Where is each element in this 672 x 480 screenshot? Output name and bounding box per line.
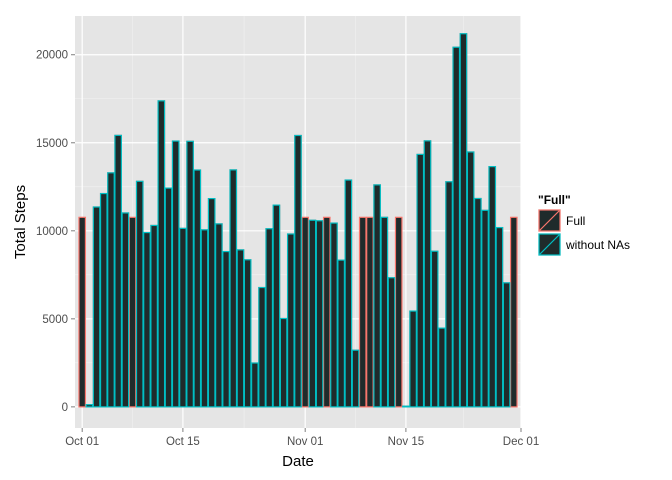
bar-full	[322, 216, 331, 408]
bar-full	[366, 216, 374, 408]
bar-without-nas	[402, 405, 410, 408]
bar-without-nas	[215, 223, 223, 408]
bar-without-nas	[265, 228, 274, 408]
legend-key-full-slash	[538, 209, 561, 232]
bar-without-nas	[222, 250, 230, 408]
bar-without-nas	[466, 151, 475, 408]
y-axis-title: Total Steps	[12, 185, 29, 259]
bar-without-nas	[308, 219, 317, 408]
bar-full	[509, 216, 518, 408]
bar-without-nas	[164, 187, 173, 408]
bar-without-nas	[236, 249, 245, 408]
bar-without-nas	[286, 233, 295, 408]
x-tick-label: Nov 15	[388, 436, 424, 448]
bar-without-nas	[438, 327, 446, 408]
y-tick-label: 15000	[36, 138, 68, 150]
y-tick-label: 10000	[36, 226, 68, 238]
bar-without-nas	[99, 192, 108, 408]
bar-without-nas	[315, 220, 324, 408]
bar-full	[358, 216, 367, 408]
bar-without-nas	[380, 216, 389, 408]
bar-full	[301, 216, 310, 408]
bar-without-nas	[200, 229, 209, 408]
bar-without-nas	[114, 134, 122, 408]
bar-without-nas	[121, 212, 130, 408]
bar-full	[128, 216, 137, 408]
bar-without-nas	[474, 197, 482, 408]
legend-title: "Full"	[538, 193, 571, 207]
bar-without-nas	[481, 209, 489, 408]
bar-without-nas	[416, 153, 425, 408]
bar-full	[78, 216, 87, 408]
bar-without-nas	[373, 184, 381, 408]
bar-without-nas	[135, 180, 144, 408]
x-tick-label: Nov 01	[287, 436, 323, 448]
bar-without-nas	[193, 169, 202, 408]
bar-without-nas	[423, 140, 432, 408]
bar-without-nas	[337, 259, 345, 408]
bar-without-nas	[430, 250, 439, 408]
x-axis-title: Date	[282, 453, 314, 470]
bar-without-nas	[344, 179, 353, 408]
bar-without-nas	[207, 198, 216, 408]
bar-without-nas	[452, 46, 461, 408]
bar-without-nas	[279, 317, 288, 408]
bar-without-nas	[502, 282, 511, 408]
y-axis: 0 5000 10000 15000 20000	[36, 50, 75, 414]
x-axis: Oct 01 Oct 15 Nov 01 Nov 15 Dec 01	[65, 428, 539, 448]
x-tick-label: Oct 01	[65, 436, 99, 448]
bar-without-nas	[409, 310, 417, 408]
bar-without-nas	[272, 204, 281, 408]
bar-without-nas	[150, 224, 158, 408]
bar-without-nas	[258, 286, 266, 408]
bar-without-nas	[387, 277, 396, 408]
bar-without-nas	[107, 172, 115, 408]
bar-without-nas	[459, 33, 468, 408]
bar-without-nas	[351, 349, 360, 408]
bar-without-nas	[445, 181, 453, 408]
bar-without-nas	[243, 259, 252, 408]
legend-key-without-nas-slash	[538, 233, 561, 256]
y-tick-label: 20000	[36, 50, 68, 62]
bar-without-nas	[229, 169, 238, 408]
bar-full	[394, 216, 403, 408]
x-tick-label: Oct 15	[166, 436, 200, 448]
bars	[78, 33, 518, 408]
bar-without-nas	[186, 140, 194, 408]
bar-without-nas	[143, 231, 151, 408]
bar-without-nas	[171, 140, 180, 408]
y-tick-label: 0	[62, 402, 68, 414]
legend-label-full: Full	[566, 214, 585, 228]
bar-without-nas	[92, 206, 101, 408]
x-tick-label: Dec 01	[503, 436, 539, 448]
bar-without-nas	[495, 226, 504, 408]
bar-without-nas	[488, 166, 497, 408]
legend-label-without-nas: without NAs	[565, 238, 630, 252]
bar-without-nas	[330, 222, 338, 408]
bar-without-nas	[85, 404, 94, 408]
bar-without-nas	[157, 100, 166, 408]
y-tick-label: 5000	[42, 314, 68, 326]
legend: "Full" Full without NAs	[538, 193, 630, 256]
bar-without-nas	[251, 362, 259, 408]
bar-without-nas	[294, 134, 302, 408]
bar-without-nas	[179, 227, 187, 408]
